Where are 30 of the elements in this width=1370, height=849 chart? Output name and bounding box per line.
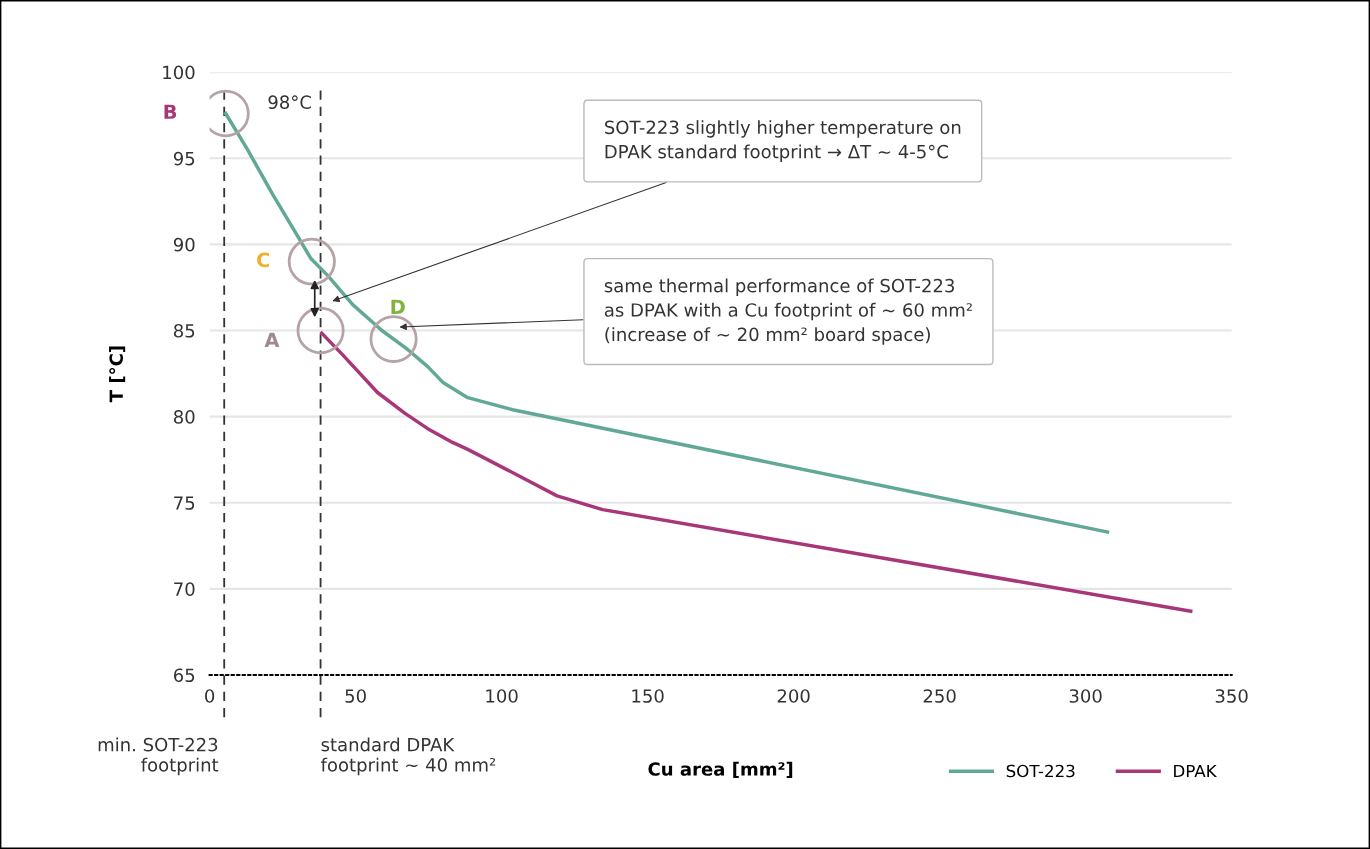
- annotation: D: [391, 299, 405, 314]
- x-tick-label: 200: [777, 689, 810, 703]
- x-tick-label: 300: [1069, 689, 1102, 703]
- annotation: B: [164, 104, 177, 119]
- x-tick-label: 150: [632, 689, 664, 703]
- x-tick-label: 250: [923, 689, 956, 703]
- y-tick-label: 65: [174, 668, 195, 683]
- x-tick-label: 0: [205, 689, 215, 703]
- ref-line-label: standard DPAK footprint ~ 40 mm²: [320, 737, 496, 776]
- x-tick-label: 350: [1215, 689, 1248, 703]
- annotation: 98°C: [268, 95, 311, 110]
- line-series: [223, 111, 1110, 534]
- annotation: C: [257, 252, 270, 268]
- ref-line-label: min. SOT-223 footprint: [98, 737, 219, 776]
- y-tick-label: 100: [163, 65, 195, 80]
- y-tick-label: 70: [174, 582, 195, 596]
- y-tick-label: 80: [173, 410, 195, 424]
- y-tick-label: 75: [174, 496, 195, 510]
- y-tick-label: 95: [173, 151, 195, 166]
- x-tick-label: 100: [486, 689, 518, 703]
- y-tick-label: 90: [173, 237, 195, 252]
- y-tick-label: 85: [173, 323, 195, 338]
- legend-label: DPAK: [1174, 764, 1217, 778]
- annotation: SOT-223 slightly higher temperature on DPAK standard footprint → ΔT ~ 4-5°C: [605, 120, 961, 162]
- annotation: same thermal performance of SOT-223 as DPAK with a Cu footprint of ~ 60 mm² (increase of ~ 20 mm² board space): [604, 278, 972, 345]
- x-axis-title: Cu area [mm²]: [648, 761, 793, 778]
- y-axis-title: T [°C]: [109, 346, 126, 403]
- annotation: A: [264, 332, 280, 347]
- x-tick-label: 50: [345, 689, 366, 703]
- legend-label: SOT-223: [1006, 764, 1075, 778]
